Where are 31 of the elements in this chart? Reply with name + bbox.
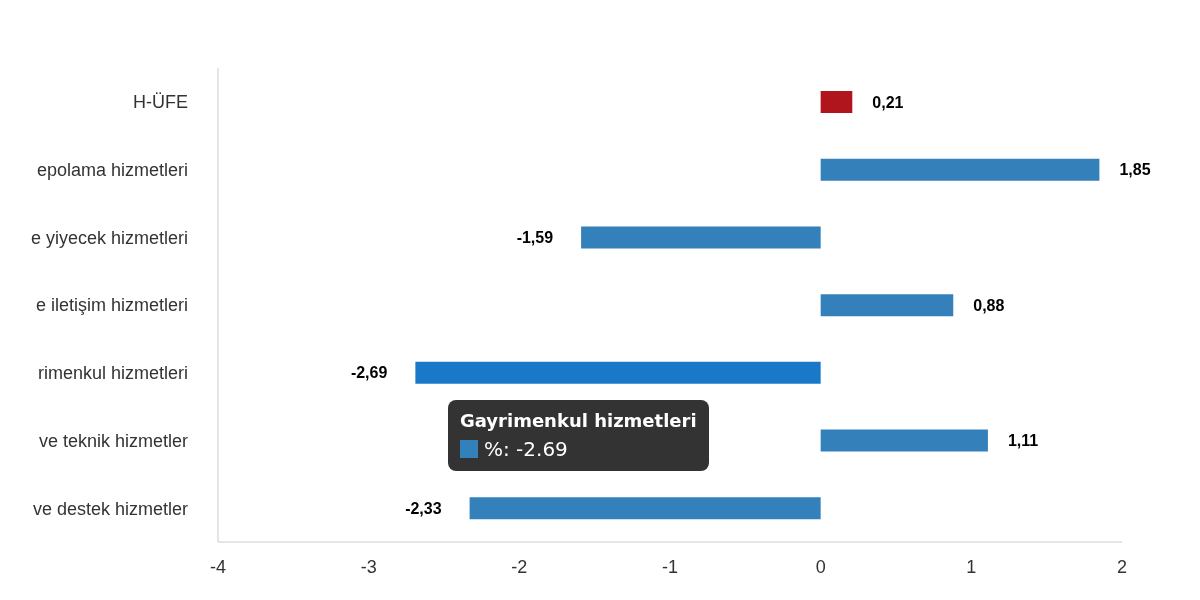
bar	[820, 91, 853, 113]
bar	[820, 158, 1100, 181]
y-tick-label: e iletişim hizmetleri	[35, 295, 188, 316]
data-label: -2,33	[405, 499, 442, 517]
bar	[581, 226, 821, 249]
data-label: 0,88	[973, 296, 1005, 314]
bar	[820, 294, 954, 317]
x-tick-label: 0	[815, 556, 826, 577]
data-label: 0,21	[872, 93, 904, 111]
y-tick-label: H-ÜFE	[133, 92, 188, 113]
bar	[415, 361, 821, 384]
x-tick-label: -1	[661, 556, 679, 577]
tooltip-box: Gayrimenkul hizmetleri %: -2.69	[448, 400, 709, 471]
y-tick-label: ve teknik hizmetler	[38, 430, 188, 451]
data-label: 1,85	[1119, 161, 1151, 179]
bar	[469, 497, 821, 520]
y-tick-label: epolama hizmetleri	[36, 159, 188, 180]
annotation: %: -2.69	[484, 437, 568, 461]
x-tick-label: -4	[209, 556, 227, 577]
x-tick-label: 1	[966, 556, 977, 577]
data-label: 1,11	[1007, 432, 1039, 450]
x-tick-label: -3	[360, 556, 377, 577]
x-tick-label: 2	[1116, 556, 1128, 577]
annotation: Gayrimenkul hizmetleri	[460, 410, 697, 431]
bar	[820, 429, 988, 452]
data-label: -2,69	[350, 364, 388, 382]
y-tick-label: e yiyecek hizmetleri	[30, 227, 188, 248]
x-tick-label: -2	[511, 556, 528, 577]
y-tick-label: ve destek hizmetler	[32, 498, 188, 519]
y-tick-label: rimenkul hizmetleri	[37, 363, 188, 384]
data-label: -1,59	[516, 228, 554, 246]
